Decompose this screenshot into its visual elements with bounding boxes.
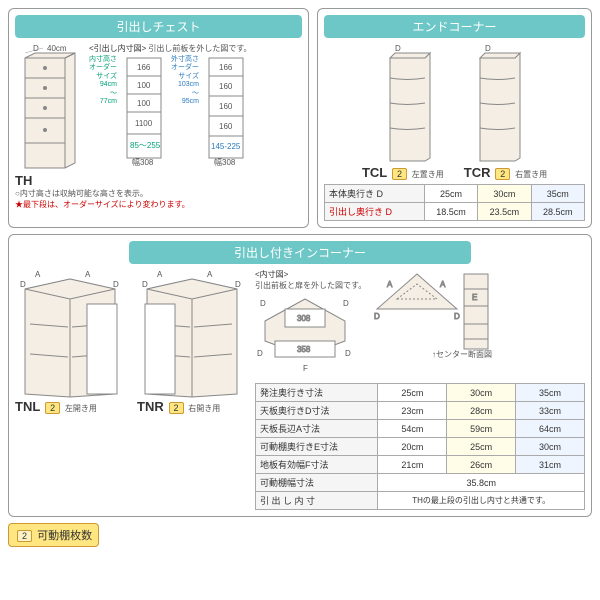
incorner-table: 発注奥行き寸法 25cm 30cm 35cm 天板奥行きD寸法 23cm 28c… — [255, 383, 585, 510]
incorner-top: A A D D E ↑センター断面図 — [372, 269, 492, 359]
section-chest: 引出しチェスト D 40cm — [8, 8, 309, 228]
incorner-plan: 308 358 D D D D F — [255, 291, 355, 381]
svg-text:A: A — [387, 280, 393, 289]
svg-text:A: A — [35, 270, 41, 279]
svg-text:166: 166 — [219, 63, 233, 72]
svg-text:D: D — [485, 44, 491, 53]
title-chest: 引出しチェスト — [15, 15, 302, 38]
svg-text:308: 308 — [297, 314, 311, 323]
svg-text:160: 160 — [219, 82, 233, 91]
svg-text:100: 100 — [137, 99, 151, 108]
svg-text:D: D — [343, 299, 349, 308]
svg-text:D: D — [113, 280, 119, 289]
model-th: TH — [15, 173, 302, 188]
title-corner: エンドコーナー — [324, 15, 585, 38]
svg-text:D: D — [33, 44, 39, 53]
svg-text:D: D — [345, 349, 351, 358]
svg-text:A: A — [85, 270, 91, 279]
svg-text:A: A — [440, 280, 446, 289]
title-incorner: 引出し付きインコーナー — [129, 241, 471, 264]
badge-tcl: 2 — [392, 168, 407, 180]
svg-text:358: 358 — [297, 345, 311, 354]
svg-text:E: E — [472, 293, 477, 302]
svg-text:D: D — [142, 280, 148, 289]
right-order: 外寸高さ オーダー サイズ 103cm ～ 95cm — [171, 56, 199, 166]
chest-inner-left: 166 100 100 1100 85～255 幅308 — [123, 56, 165, 166]
model-tcl: TCL 2 左置き用 — [362, 165, 444, 180]
svg-text:40cm: 40cm — [47, 44, 67, 53]
corner-table: 本体奥行き D 25cm 30cm 35cm 引出し奥行き D 18.5cm 2… — [324, 184, 585, 221]
svg-text:160: 160 — [219, 122, 233, 131]
model-tcr: TCR 2 右置き用 — [464, 165, 547, 180]
svg-text:A: A — [157, 270, 163, 279]
chest-3d: D 40cm — [15, 43, 85, 173]
svg-text:D: D — [374, 312, 380, 321]
svg-text:1100: 1100 — [135, 119, 153, 128]
svg-text:幅308: 幅308 — [214, 157, 236, 166]
svg-text:D: D — [235, 280, 241, 289]
svg-text:D: D — [395, 44, 401, 53]
svg-text:85～255: 85～255 — [130, 141, 161, 150]
svg-text:幅308: 幅308 — [132, 157, 154, 166]
svg-text:166: 166 — [137, 63, 151, 72]
inner-note: 引出し前板を外した図です。 — [148, 43, 251, 54]
footer-badge: 2 — [17, 530, 32, 542]
inner-title: <引出し内寸図> — [89, 43, 146, 54]
svg-text:A: A — [207, 270, 213, 279]
svg-text:145-225: 145-225 — [211, 142, 241, 151]
corner-left-svg: D — [375, 43, 445, 163]
svg-text:D: D — [454, 312, 460, 321]
left-order: 内寸高さ オーダー サイズ 94cm ～ 77cm — [89, 56, 117, 166]
svg-text:F: F — [303, 364, 308, 373]
incorner-right: AA DD TNR 2 右開き用 — [137, 269, 247, 510]
footer-label: 可動棚枚数 — [37, 530, 92, 542]
chest-note2: ★最下段は、オーダーサイズにより変わります。 — [15, 199, 302, 210]
chest-note1: ○内寸高さは収納可能な高さを表示。 — [15, 188, 302, 199]
incorner-left: AA DD TNL 2 左開き用 — [15, 269, 125, 510]
row-1: 引出しチェスト D 40cm — [8, 8, 592, 228]
footer-legend: 2 可動棚枚数 — [8, 523, 99, 547]
section-end-corner: エンドコーナー D D — [317, 8, 592, 228]
svg-text:↑センター断面図: ↑センター断面図 — [432, 349, 492, 359]
badge-tnr: 2 — [169, 402, 184, 414]
svg-text:100: 100 — [137, 81, 151, 90]
svg-text:D: D — [260, 299, 266, 308]
svg-text:D: D — [257, 349, 263, 358]
corner-right-svg: D — [465, 43, 535, 163]
svg-text:160: 160 — [219, 102, 233, 111]
badge-tnl: 2 — [45, 402, 60, 414]
svg-text:D: D — [20, 280, 26, 289]
section-incorner: 引出し付きインコーナー AA DD TNL — [8, 234, 592, 517]
chest-inner-right: 166 160 160 160 145-225 幅308 — [205, 56, 247, 166]
badge-tcr: 2 — [495, 168, 510, 180]
